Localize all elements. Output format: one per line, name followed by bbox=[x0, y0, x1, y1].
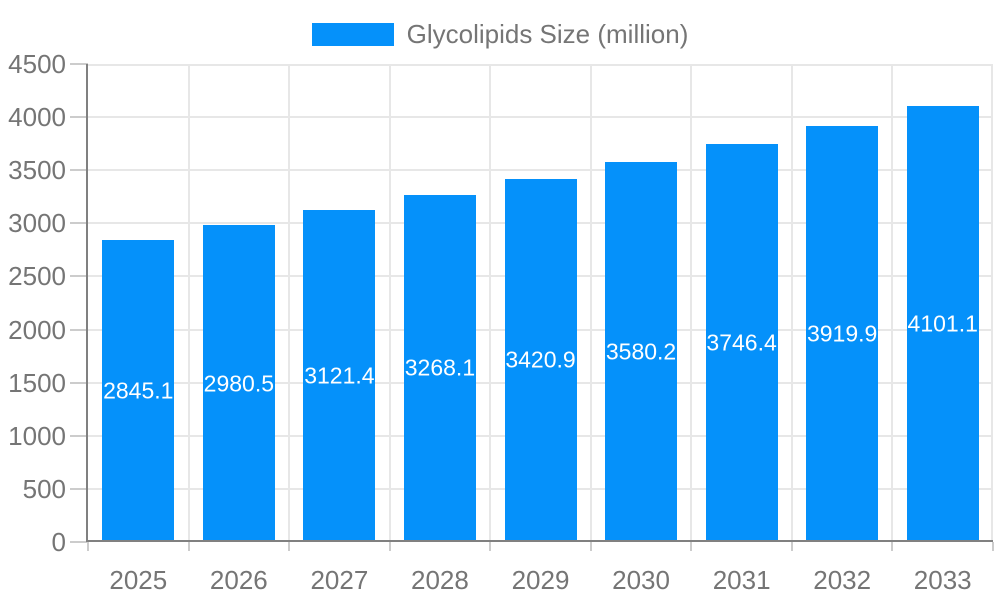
bar-value-label: 3268.1 bbox=[404, 354, 476, 381]
x-gridline bbox=[489, 64, 492, 542]
y-axis-tick bbox=[70, 487, 88, 490]
x-gridline bbox=[690, 64, 693, 542]
x-gridline bbox=[589, 64, 592, 542]
y-axis-label: 2000 bbox=[8, 314, 66, 345]
plot-area: 0 500 1000 1500 2000 2500 3000 3500 4000 4500 2845… bbox=[8, 49, 994, 595]
x-axis-label: 2025 bbox=[109, 565, 168, 595]
y-axis-tick bbox=[70, 328, 88, 331]
y-axis-label: 3500 bbox=[8, 155, 66, 186]
chart-legend: Glycolipids Size (million) bbox=[0, 19, 1000, 50]
x-axis-label: 2026 bbox=[209, 565, 268, 595]
y-axis-tick bbox=[70, 434, 88, 437]
y-axis-label: 1000 bbox=[8, 420, 66, 451]
bar-value-label: 2845.1 bbox=[103, 377, 174, 404]
y-axis-label: 3000 bbox=[8, 208, 66, 239]
x-axis-tick bbox=[489, 542, 492, 551]
x-axis-tick bbox=[891, 542, 894, 551]
x-gridline bbox=[790, 64, 793, 542]
bar-2033: 4101.1 bbox=[906, 106, 979, 542]
x-axis-tick bbox=[992, 542, 994, 551]
x-axis-label: 2030 bbox=[612, 565, 670, 595]
x-axis-label: 2028 bbox=[411, 565, 469, 595]
y-axis-tick bbox=[70, 381, 88, 384]
x-axis-tick bbox=[388, 542, 391, 551]
bar-2032: 3919.9 bbox=[806, 125, 879, 542]
bar-2025: 2845.1 bbox=[102, 239, 175, 542]
x-gridline bbox=[288, 64, 291, 542]
y-axis-label: 1500 bbox=[8, 367, 66, 398]
bar-value-label: 3580.2 bbox=[605, 338, 677, 365]
bar-value-label: 3420.9 bbox=[505, 346, 576, 373]
x-gridline bbox=[891, 64, 894, 542]
x-axis-label: 2029 bbox=[511, 565, 570, 595]
bar-value-label: 2980.5 bbox=[203, 370, 275, 397]
x-axis-tick bbox=[690, 542, 693, 551]
y-axis-label: 4500 bbox=[8, 49, 66, 79]
x-axis-line bbox=[88, 540, 993, 542]
y-axis-tick bbox=[70, 541, 88, 543]
y-axis-tick bbox=[70, 116, 88, 119]
bar-value-label: 3919.9 bbox=[806, 320, 878, 347]
bar-value-label: 3121.4 bbox=[304, 362, 375, 389]
x-axis-label: 2032 bbox=[813, 565, 872, 595]
y-axis-tick bbox=[70, 222, 88, 225]
x-axis-tick bbox=[589, 542, 592, 551]
bar-value-label: 4101.1 bbox=[907, 310, 978, 337]
y-gridline bbox=[88, 116, 993, 119]
x-gridline bbox=[388, 64, 391, 542]
x-gridline bbox=[991, 64, 993, 542]
y-axis-label: 2500 bbox=[8, 261, 66, 292]
y-axis-label: 500 bbox=[22, 473, 66, 504]
bar-2031: 3746.4 bbox=[705, 144, 778, 542]
y-axis-tick bbox=[70, 169, 88, 172]
y-gridline bbox=[88, 64, 993, 66]
bar-2028: 3268.1 bbox=[403, 194, 476, 542]
x-axis-label: 2031 bbox=[712, 565, 771, 595]
bar-2026: 2980.5 bbox=[202, 225, 275, 542]
x-axis-tick bbox=[87, 542, 89, 551]
bar-2030: 3580.2 bbox=[605, 161, 678, 542]
y-axis-tick bbox=[70, 63, 88, 65]
bar-2029: 3420.9 bbox=[504, 178, 577, 542]
y-axis-tick bbox=[70, 275, 88, 278]
y-axis-label: 4000 bbox=[8, 102, 66, 133]
x-gridline bbox=[187, 64, 190, 542]
x-axis-label: 2033 bbox=[913, 565, 972, 595]
y-axis-line bbox=[86, 64, 88, 542]
x-axis-tick bbox=[790, 542, 793, 551]
bar-value-label: 3746.4 bbox=[706, 329, 777, 356]
legend-label: Glycolipids Size (million) bbox=[406, 19, 689, 49]
legend-swatch bbox=[311, 23, 394, 46]
bar-2027: 3121.4 bbox=[303, 210, 376, 542]
x-axis-tick bbox=[288, 542, 291, 551]
x-axis-label: 2027 bbox=[310, 565, 369, 595]
y-gridline bbox=[88, 169, 993, 172]
x-axis-tick bbox=[187, 542, 190, 551]
y-axis-label: 0 bbox=[51, 527, 66, 557]
